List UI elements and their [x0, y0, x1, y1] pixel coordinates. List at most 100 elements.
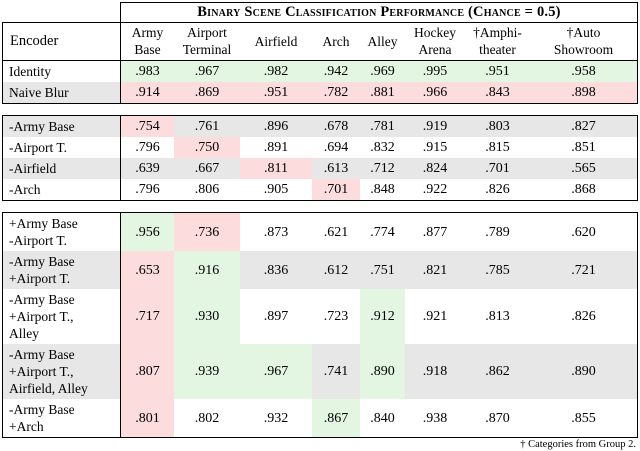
score-cell: .789	[485, 224, 510, 240]
score-cell: .653	[121, 251, 174, 289]
encoder-label: -Army Base +Airport T., Alley	[3, 289, 121, 344]
score-cell: .815	[485, 140, 510, 155]
score-cell: .796	[135, 182, 160, 197]
table-body: Identity .983.967.982.942.969.995.951.958…	[2, 60, 638, 438]
score-cell: .862	[485, 364, 510, 379]
score-cell: .912	[360, 289, 405, 344]
score-cell: .951	[240, 82, 312, 103]
table-row: -Army Base +Airport T., Alley .717.930 .89…	[3, 289, 637, 344]
encoder-label: -Army Base +Airport T.	[3, 251, 121, 289]
score-cell: .877	[422, 224, 448, 240]
score-cell: .807	[121, 344, 174, 399]
table-row: +Army Base -Airport T. .956.736 .873 .621 .7…	[3, 213, 637, 251]
score-cell: .919	[422, 119, 448, 134]
score-cell: .826	[485, 182, 510, 197]
encoder-label: Naive Blur	[3, 82, 121, 103]
score-cell: .938	[422, 410, 448, 426]
table-row: -Army Base +Arch .801 .802 .932 .867 .840 .938…	[3, 399, 637, 437]
score-cell: .890	[571, 364, 596, 379]
score-cell: .958	[530, 61, 637, 82]
score-cell: .870	[485, 410, 510, 426]
column-header-row: Encoder Army Base Airport Terminal Airfiel…	[2, 22, 638, 60]
table-row: -Arch .796 .806 .905 .701 .848 .922 .826 .868	[3, 179, 637, 200]
score-cell: .982	[240, 61, 312, 82]
score-cell: .813	[485, 309, 510, 324]
table-row: Naive Blur .914.869.951.782.881.966.843.8…	[3, 82, 637, 103]
table-title: Binary Scene Classification Performance …	[120, 2, 638, 22]
encoder-label: -Army Base +Airport T., Airfield, Alley	[3, 344, 121, 399]
table-section: Identity .983.967.982.942.969.995.951.958…	[2, 60, 638, 104]
score-cell: .932	[263, 410, 289, 426]
column-header: Alley	[367, 33, 398, 49]
table-title-row: Binary Scene Classification Performance …	[2, 2, 638, 22]
encoder-label: -Army Base	[3, 116, 121, 137]
score-cell: .956	[121, 213, 174, 251]
score-cell: .826	[571, 309, 596, 324]
score-cell: .915	[422, 140, 448, 155]
score-cell: .918	[422, 364, 448, 379]
score-cell: .922	[422, 182, 448, 197]
score-cell: .873	[263, 224, 289, 240]
score-cell: .969	[360, 61, 405, 82]
score-cell: .867	[312, 399, 360, 437]
score-cell: .951	[465, 61, 530, 82]
score-cell: .723	[323, 309, 349, 324]
encoder-label: Identity	[3, 61, 121, 82]
table-section: +Army Base -Airport T. .956.736 .873 .621 .7…	[2, 212, 638, 438]
score-cell: .851	[571, 140, 596, 155]
score-cell: .868	[571, 182, 596, 197]
score-cell: .736	[174, 213, 240, 251]
score-cell: .890	[360, 344, 405, 399]
score-cell: .832	[370, 140, 395, 155]
score-cell: .717	[121, 289, 174, 344]
score-cell: .967	[240, 344, 312, 399]
encoder-label: -Airport T.	[3, 137, 121, 158]
score-cell: .921	[422, 309, 448, 324]
score-cell: .803	[485, 119, 510, 134]
score-cell: .995	[405, 61, 465, 82]
score-cell: .754	[121, 116, 174, 137]
column-header: Hockey Arena	[414, 25, 456, 57]
score-cell: .821	[422, 262, 448, 278]
score-cell: .712	[370, 161, 395, 176]
column-header: †Auto Showroom	[553, 25, 614, 57]
table-row: -Airport T. .796 .750 .891 .694 .832 .915 .815.…	[3, 137, 637, 158]
score-cell: .848	[370, 182, 395, 197]
score-cell: .897	[263, 309, 289, 324]
score-cell: .811	[240, 158, 312, 179]
score-cell: .620	[571, 224, 596, 240]
score-cell: .678	[323, 119, 349, 134]
score-cell: .827	[571, 119, 596, 134]
score-cell: .869	[174, 82, 240, 103]
column-header: Airport Terminal	[182, 25, 232, 57]
score-cell: .612	[323, 262, 349, 278]
score-cell: .667	[194, 161, 220, 176]
score-cell: .896	[263, 119, 289, 134]
table-row: -Army Base +Airport T., Airfield, Alley.…	[3, 344, 637, 399]
score-cell: .781	[370, 119, 395, 134]
table-row: Identity .983.967.982.942.969.995.951.958	[3, 61, 637, 82]
score-cell: .930	[174, 289, 240, 344]
score-cell: .774	[370, 224, 395, 240]
table-section: -Army Base .754 .761 .896 .678 .781 .919 .803 .8…	[2, 115, 638, 201]
encoder-label: -Airfield	[3, 158, 121, 179]
encoder-label: +Army Base -Airport T.	[3, 213, 121, 251]
encoder-label: -Army Base +Arch	[3, 399, 121, 437]
score-cell: .836	[263, 262, 289, 278]
score-cell: .806	[194, 182, 220, 197]
score-cell: .802	[194, 410, 220, 426]
column-header: †Amphi- theater	[473, 25, 522, 57]
score-cell: .905	[263, 182, 289, 197]
score-cell: .621	[323, 224, 349, 240]
score-cell: .565	[571, 161, 596, 176]
table-row: -Army Base +Airport T. .653.916 .836 .612 .7…	[3, 251, 637, 289]
score-cell: .613	[323, 161, 349, 176]
column-header: Arch	[322, 33, 350, 49]
score-cell: .782	[312, 82, 360, 103]
score-cell: .916	[174, 251, 240, 289]
footnote: † Categories from Group 2.	[520, 439, 636, 450]
table-row: -Army Base .754 .761 .896 .678 .781 .919 .803 .8…	[3, 116, 637, 137]
score-cell: .721	[571, 262, 596, 278]
encoder-header: Encoder	[3, 23, 121, 60]
score-cell: .891	[263, 140, 289, 155]
